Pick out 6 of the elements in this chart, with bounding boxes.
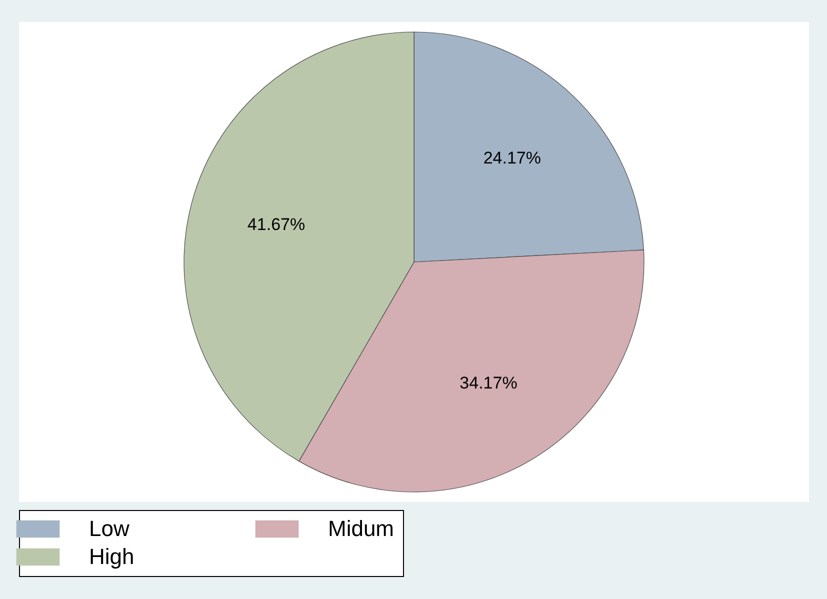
legend-label: High (89, 544, 134, 569)
data-label: 34.17% (460, 374, 518, 393)
data-label: 24.17% (483, 148, 541, 168)
legend-label: Low (89, 516, 130, 541)
data-label: 41.67% (247, 215, 306, 234)
legend-label: Midum (328, 516, 394, 541)
